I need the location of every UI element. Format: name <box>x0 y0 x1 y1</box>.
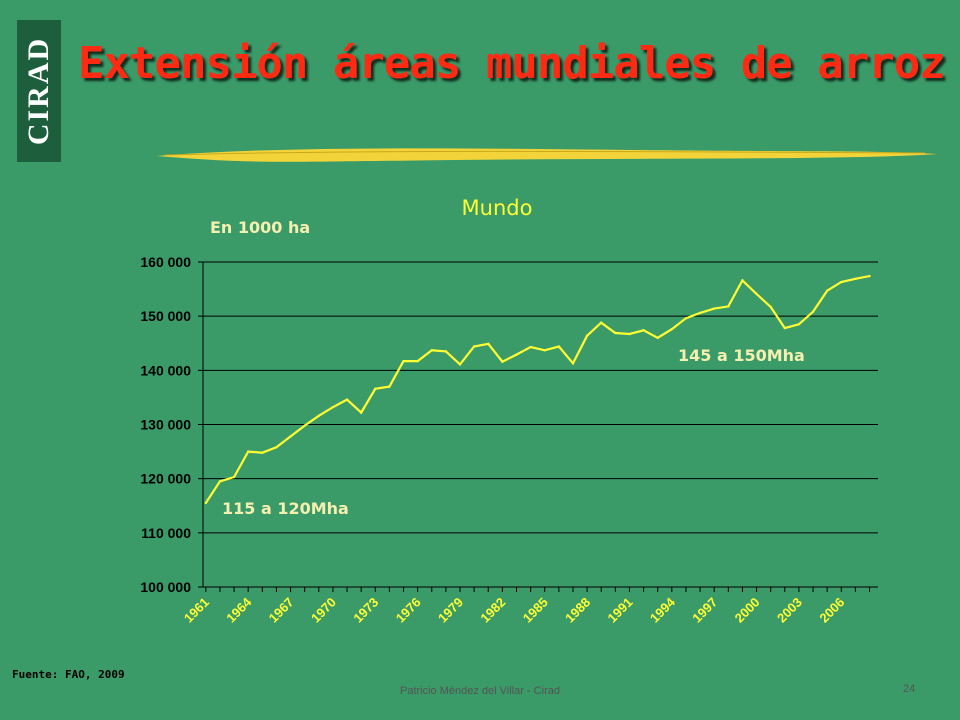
annotation-recent: 145 a 150Mha <box>678 346 805 365</box>
data-point <box>811 310 815 314</box>
data-point <box>232 475 236 479</box>
data-point <box>331 405 335 409</box>
data-point <box>656 336 659 340</box>
data-point <box>840 280 843 284</box>
data-point <box>628 332 631 336</box>
data-point <box>444 350 448 353</box>
data-point <box>472 345 476 348</box>
x-tick-label: 1961 <box>181 595 212 626</box>
data-point <box>204 501 208 505</box>
data-point <box>670 327 674 331</box>
y-tick-label: 100 000 <box>140 579 191 595</box>
source-note: Fuente: FAO, 2009 <box>12 668 125 681</box>
x-tick-label: 1976 <box>393 595 424 626</box>
y-tick-label: 150 000 <box>140 308 191 324</box>
data-point <box>303 424 306 427</box>
data-point <box>261 451 264 454</box>
x-tick-label: 1973 <box>350 595 381 626</box>
data-point <box>218 480 222 483</box>
data-point <box>275 446 278 449</box>
annotation-early: 115 a 120Mha <box>222 499 349 518</box>
data-point <box>458 363 462 366</box>
series-line <box>204 275 870 504</box>
x-tick-label: 2006 <box>816 595 847 626</box>
x-tick-label: 1964 <box>223 594 255 626</box>
data-point <box>585 334 589 337</box>
data-point <box>543 349 546 352</box>
data-point <box>868 274 871 278</box>
y-tick-label: 110 000 <box>141 525 191 541</box>
data-point <box>359 411 363 414</box>
data-point <box>529 345 532 349</box>
x-tick-label: 1997 <box>689 595 720 626</box>
x-tick-label: 2003 <box>774 595 805 626</box>
data-point <box>515 353 518 356</box>
data-point <box>825 289 829 292</box>
data-point <box>741 279 744 282</box>
data-point <box>388 385 391 388</box>
data-point <box>684 317 688 320</box>
y-tick-label: 130 000 <box>140 417 191 433</box>
y-tick-label: 120 000 <box>140 471 191 487</box>
x-tick-label: 1979 <box>435 595 466 626</box>
data-point <box>430 349 433 352</box>
data-point <box>854 277 857 280</box>
page-number: 24 <box>903 683 916 695</box>
slide-title: Extensión áreas mundiales de arroz <box>78 38 946 89</box>
data-point <box>642 329 645 332</box>
x-tick-label: 2000 <box>732 595 763 626</box>
data-point <box>614 331 617 335</box>
data-point <box>345 398 349 401</box>
data-point <box>501 360 504 363</box>
x-tick-label: 1970 <box>308 595 339 626</box>
data-point <box>797 323 801 326</box>
data-point <box>698 311 702 315</box>
x-tick-label: 1994 <box>647 594 679 626</box>
y-tick-label: 160 000 <box>140 254 191 270</box>
x-tick-label: 1991 <box>605 595 636 626</box>
x-tick-label: 1985 <box>520 595 551 626</box>
data-point <box>402 359 405 363</box>
data-point <box>317 414 320 418</box>
data-point <box>571 362 575 365</box>
y-tick-label: 140 000 <box>140 362 191 378</box>
data-point <box>769 305 772 309</box>
y-axis-unit-label: En 1000 ha <box>210 218 310 237</box>
data-point <box>755 292 758 296</box>
data-point <box>246 450 250 453</box>
data-point <box>416 359 419 363</box>
data-point <box>712 307 716 310</box>
data-point <box>374 387 377 390</box>
data-point <box>487 342 490 345</box>
x-tick-label: 1988 <box>562 595 593 626</box>
data-point <box>600 321 603 324</box>
chart-title: Mundo <box>462 196 533 220</box>
data-point <box>727 305 730 308</box>
cirad-logo: CIRAD <box>17 20 61 162</box>
data-point <box>783 326 786 330</box>
yellow-brush-stroke <box>157 148 937 162</box>
data-point <box>289 435 292 438</box>
data-point <box>557 345 561 348</box>
x-tick-label: 1967 <box>266 595 297 626</box>
x-tick-label: 1982 <box>477 595 508 626</box>
footer-author: Patricio Méndez del Villar - Cirad <box>400 685 560 697</box>
